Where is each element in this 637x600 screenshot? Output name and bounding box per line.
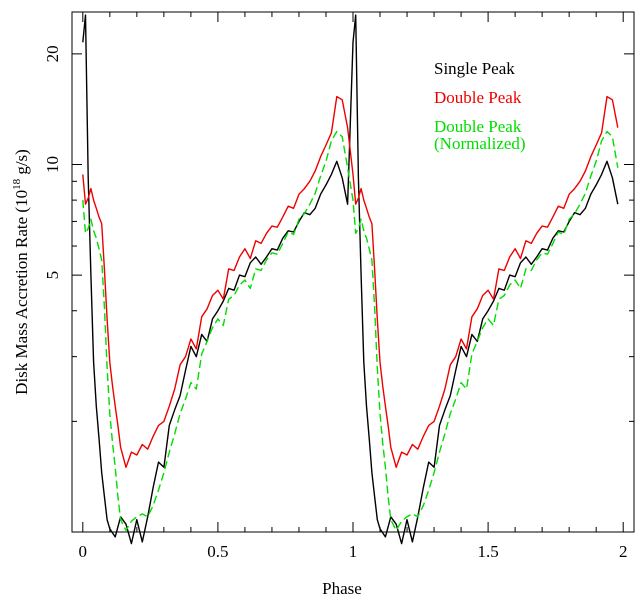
x-tick-label: 0 <box>79 542 88 561</box>
tick-labels: 0 0.5 1 1.5 2 5 10 20 <box>43 45 627 561</box>
y-axis-title-unit: g/s) <box>12 149 31 179</box>
y-axis-title-main: Disk Mass Accretion Rate (10 <box>12 190 31 395</box>
plot-frame <box>71 11 635 533</box>
legend-entry-1: Single Peak <box>434 59 515 78</box>
y-axis-title-exponent: 18 <box>11 178 23 190</box>
axis-ticks <box>72 12 634 532</box>
legend-entry-3: Double Peak <box>434 117 522 136</box>
series-layer <box>82 14 619 545</box>
x-tick-label: 2 <box>619 542 628 561</box>
legend-entry-2: Double Peak <box>434 88 522 107</box>
y-tick-label: 5 <box>43 271 62 280</box>
series-line-2 <box>82 95 619 468</box>
series-line-1 <box>82 14 619 545</box>
x-tick-label: 0.5 <box>207 542 228 561</box>
y-tick-label: 20 <box>43 45 62 62</box>
x-axis-title: Phase <box>322 579 362 598</box>
x-tick-label: 1 <box>349 542 358 561</box>
series-line-3 <box>82 130 619 532</box>
x-tick-label: 1.5 <box>477 542 498 561</box>
y-axis-title: Disk Mass Accretion Rate (1018 g/s) <box>11 149 31 395</box>
y-tick-label: 10 <box>43 156 62 173</box>
legend-entry-3: (Normalized) <box>434 134 526 153</box>
